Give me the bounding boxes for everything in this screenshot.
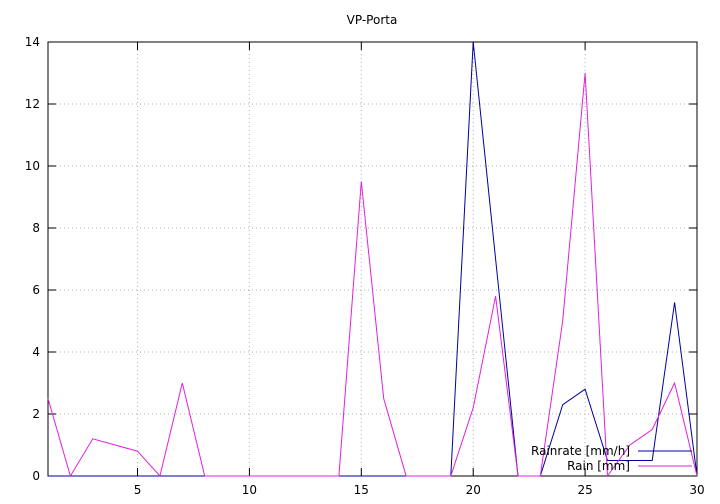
legend-label-1: Rainrate [mm/h] bbox=[531, 444, 630, 458]
y-tick-label: 4 bbox=[32, 345, 40, 359]
y-tick-label: 10 bbox=[25, 159, 40, 173]
series-line-2 bbox=[47, 72, 698, 478]
legend-label-2: Rain [mm] bbox=[567, 459, 630, 473]
x-tick-label: 10 bbox=[242, 483, 257, 497]
y-tick-label: 14 bbox=[25, 35, 40, 49]
plot-frame bbox=[47, 41, 698, 477]
x-tick-label: 5 bbox=[134, 483, 142, 497]
y-tick-label: 6 bbox=[32, 283, 40, 297]
y-tick-label: 0 bbox=[32, 469, 40, 483]
y-tick-label: 12 bbox=[25, 97, 40, 111]
chart-title: VP-Porta bbox=[347, 13, 398, 27]
x-tick-label: 15 bbox=[354, 483, 369, 497]
y-tick-label: 2 bbox=[32, 407, 40, 421]
series-layer bbox=[47, 41, 698, 478]
x-tick-label: 30 bbox=[689, 483, 704, 497]
x-tick-label: 20 bbox=[466, 483, 481, 497]
series-line-1 bbox=[48, 41, 698, 477]
y-tick-label: 8 bbox=[32, 221, 40, 235]
legend: Rainrate [mm/h]Rain [mm] bbox=[531, 444, 692, 473]
grid-lines bbox=[48, 41, 698, 477]
x-tick-label: 25 bbox=[577, 483, 592, 497]
